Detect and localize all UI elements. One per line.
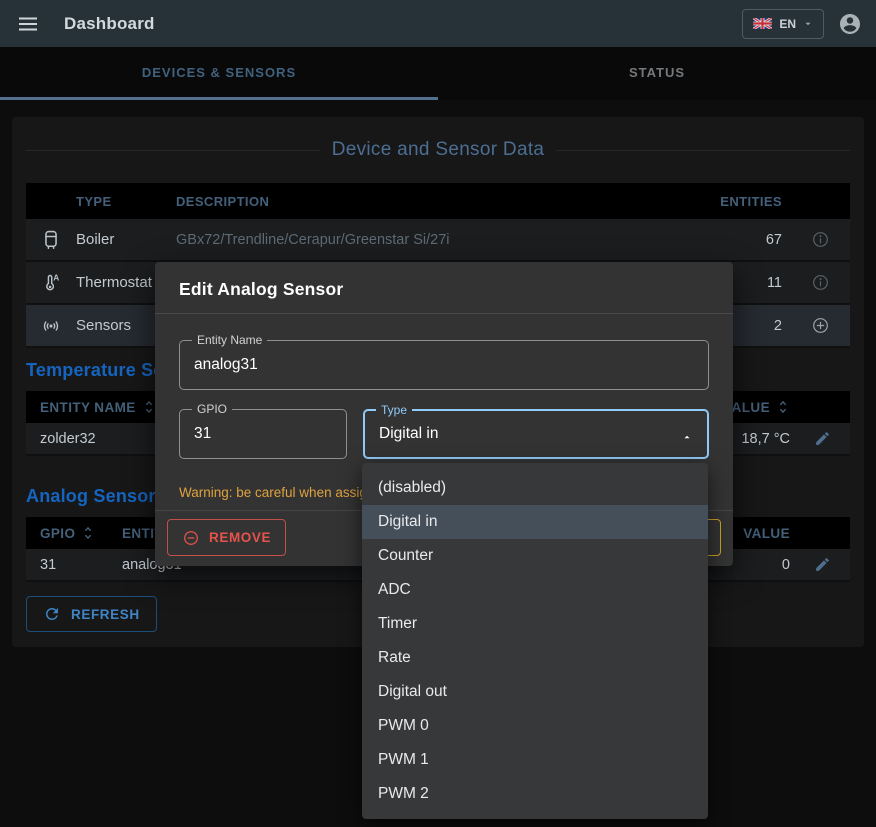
chevron-up-icon xyxy=(681,431,693,443)
device-entities-count: 11 xyxy=(766,274,782,291)
sensor-value: 18,7 °C xyxy=(741,430,790,447)
entity-name-field[interactable]: Entity Name analog31 xyxy=(179,333,709,390)
gpio-number: 31 xyxy=(40,556,57,573)
device-entities-count: 67 xyxy=(765,231,782,248)
sort-icon xyxy=(142,399,156,415)
header-type: TYPE xyxy=(76,193,112,209)
dropdown-option-rate[interactable]: Rate xyxy=(378,649,411,666)
account-icon[interactable] xyxy=(838,12,862,36)
title-divider-right xyxy=(556,149,850,151)
entity-name-label: Entity Name xyxy=(192,333,268,347)
tab-devices-sensors[interactable]: DEVICES & SENSORS xyxy=(0,47,438,100)
device-description: GBx72/Trendline/Cerapur/Greenstar Si/27i xyxy=(176,231,450,248)
device-type: Thermostat xyxy=(76,274,152,291)
header-entity-name-label: ENTITY NAME xyxy=(40,399,136,415)
section-title-analog: Analog Sensors xyxy=(26,486,166,506)
entity-name-value: analog31 xyxy=(194,356,258,373)
dropdown-option-adc[interactable]: ADC xyxy=(378,581,411,598)
field-row: GPIO 31 Type Digital in xyxy=(179,402,709,459)
header-gpio[interactable]: GPIO xyxy=(26,525,108,541)
dropdown-option-pwm2[interactable]: PWM 2 xyxy=(378,785,429,802)
gpio-field[interactable]: GPIO 31 xyxy=(179,402,347,459)
device-type: Boiler xyxy=(76,231,115,248)
thermostat-icon: A xyxy=(26,272,76,294)
edit-icon[interactable] xyxy=(794,556,850,573)
boiler-icon xyxy=(26,229,76,251)
sort-icon xyxy=(81,525,95,541)
info-icon[interactable] xyxy=(790,230,850,249)
header-entities: ENTITIES xyxy=(720,193,782,209)
warning-text: Warning: be careful when assig xyxy=(179,485,367,500)
dropdown-option-digital-in[interactable]: Digital in xyxy=(362,505,708,539)
type-select[interactable]: Type Digital in xyxy=(363,403,709,459)
entity-name: zolder32 xyxy=(40,430,96,447)
device-entities-count: 2 xyxy=(773,317,782,334)
page-title: Device and Sensor Data xyxy=(331,139,545,160)
header-value-label: VALUE xyxy=(723,399,770,415)
header-value[interactable]: VALUE xyxy=(674,526,794,541)
dialog-header: Edit Analog Sensor xyxy=(155,262,733,314)
header-value[interactable]: VALUE xyxy=(674,399,794,415)
header-value-label: VALUE xyxy=(743,525,790,541)
refresh-icon xyxy=(43,605,61,623)
title-divider-left xyxy=(26,149,320,151)
language-selector[interactable]: EN xyxy=(742,8,824,39)
dialog-body: Entity Name analog31 GPIO 31 Type Digita… xyxy=(155,333,733,500)
header-description: DESCRIPTION xyxy=(176,193,270,209)
header-gpio-label: GPIO xyxy=(40,525,76,541)
tab-bar: DEVICES & SENSORS STATUS xyxy=(0,47,876,100)
chevron-down-icon xyxy=(803,19,813,29)
dialog-title: Edit Analog Sensor xyxy=(179,279,344,299)
svg-text:A: A xyxy=(53,273,59,282)
gpio-label: GPIO xyxy=(192,402,233,416)
tab-status[interactable]: STATUS xyxy=(628,64,686,80)
refresh-button[interactable]: REFRESH xyxy=(26,596,157,632)
header-entity-name[interactable]: ENTITY NAME xyxy=(26,399,674,415)
sensor-value: 0 xyxy=(781,556,790,573)
remove-button[interactable]: REMOVE xyxy=(167,519,287,556)
sort-icon xyxy=(776,399,790,415)
menu-icon[interactable] xyxy=(16,12,40,36)
app-title: Dashboard xyxy=(64,13,155,33)
sensors-icon xyxy=(26,315,76,337)
dropdown-option-digital-out[interactable]: Digital out xyxy=(378,683,447,700)
type-dropdown-menu: (disabled) Digital in Counter ADC Timer … xyxy=(362,463,708,819)
uk-flag-icon xyxy=(753,18,773,29)
type-label: Type xyxy=(376,403,413,417)
info-icon[interactable] xyxy=(790,273,850,292)
device-table-header: TYPE DESCRIPTION ENTITIES xyxy=(26,183,850,219)
remove-button-label: REMOVE xyxy=(209,530,272,545)
device-type: Sensors xyxy=(76,317,132,334)
language-label: EN xyxy=(779,16,796,31)
add-entity-icon[interactable] xyxy=(790,316,850,335)
minus-circle-icon xyxy=(182,529,200,547)
card-title-row: Device and Sensor Data xyxy=(26,137,850,163)
table-row-boiler[interactable]: Boiler GBx72/Trendline/Cerapur/Greenstar… xyxy=(26,219,850,262)
edit-icon[interactable] xyxy=(794,430,850,447)
dropdown-option-disabled[interactable]: (disabled) xyxy=(378,479,447,496)
dropdown-option-pwm1[interactable]: PWM 1 xyxy=(378,751,429,768)
gpio-value: 31 xyxy=(194,425,212,442)
app-bar: Dashboard EN xyxy=(0,0,876,47)
dropdown-option-timer[interactable]: Timer xyxy=(378,615,418,632)
type-value: Digital in xyxy=(379,425,439,442)
dropdown-option-pwm0[interactable]: PWM 0 xyxy=(378,717,429,734)
refresh-button-label: REFRESH xyxy=(71,606,140,622)
dropdown-option-counter[interactable]: Counter xyxy=(378,547,434,564)
